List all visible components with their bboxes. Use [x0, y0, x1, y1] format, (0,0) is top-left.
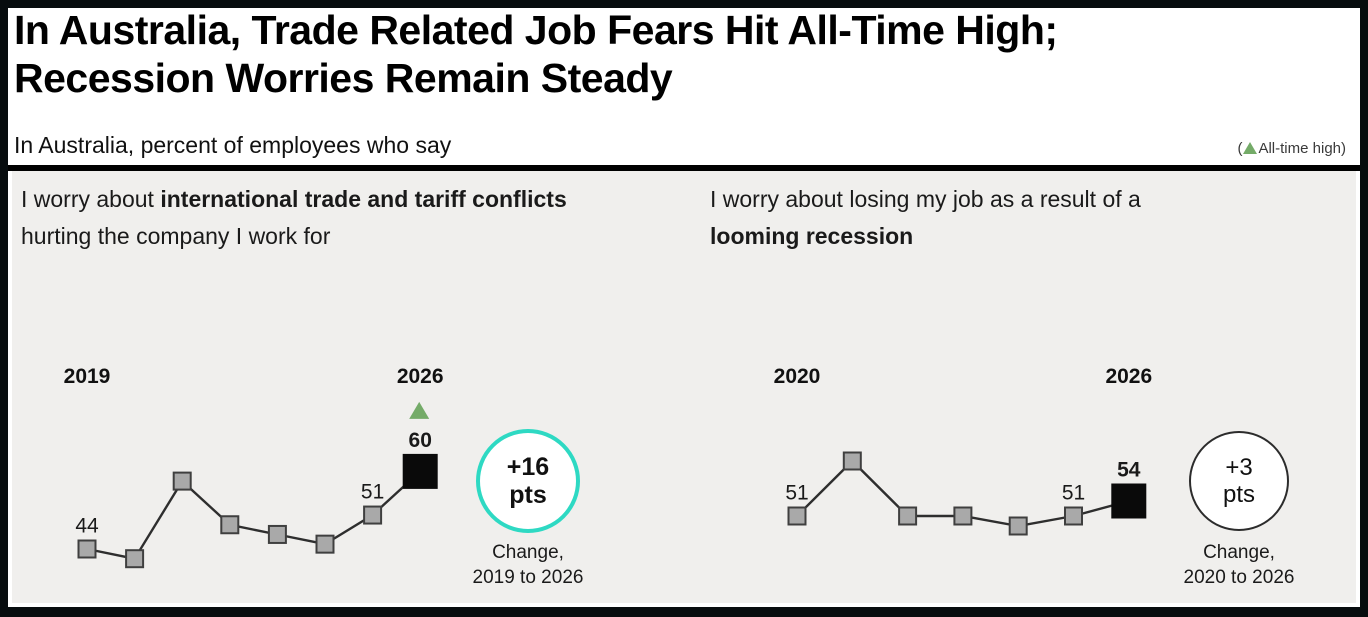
- change-caption-trade: Change, 2019 to 2026: [438, 540, 618, 590]
- caption-line-2: 2020 to 2026: [1183, 567, 1295, 588]
- end-point-square: [402, 453, 438, 489]
- change-unit: pts: [1222, 481, 1255, 508]
- all-time-high-legend: ( All-time high): [1237, 140, 1346, 157]
- data-point-square: [220, 515, 240, 535]
- data-point-square: [1064, 506, 1083, 526]
- change-caption-recession: Change, 2020 to 2026: [1149, 540, 1329, 590]
- point-value-label: 54: [1117, 459, 1141, 482]
- data-point-square: [363, 505, 383, 525]
- point-value-label: 51: [1062, 482, 1085, 505]
- data-point-square: [842, 451, 862, 471]
- data-point-square: [77, 539, 97, 559]
- change-value: +16: [506, 453, 550, 481]
- title-line-1: In Australia, Trade Related Job Fears Hi…: [14, 7, 1058, 53]
- subtitle: In Australia, percent of employees who s…: [14, 132, 452, 158]
- data-point-square: [125, 549, 145, 569]
- change-badge-recession: +3 pts: [1189, 431, 1289, 531]
- point-value-label: 60: [409, 429, 432, 452]
- question-line-1: I worry about losing my job as a result …: [710, 181, 1330, 218]
- end-year-label: 2026: [397, 365, 444, 388]
- point-value-label: 44: [75, 515, 99, 538]
- data-point-square: [1008, 516, 1028, 536]
- question-line-1: I worry about international trade and ta…: [21, 181, 681, 218]
- question-text-bold: international trade and tariff conflicts: [160, 186, 567, 212]
- title-line-2: Recession Worries Remain Steady: [14, 55, 673, 101]
- data-point-square: [267, 524, 287, 544]
- question-line-2: hurting the company I work for: [21, 218, 681, 255]
- question-line-2: looming recession: [710, 218, 1330, 255]
- data-point-square: [898, 506, 918, 526]
- data-point-square: [787, 506, 807, 526]
- question-trade-conflicts: I worry about international trade and ta…: [21, 181, 681, 255]
- page-title: In Australia, Trade Related Job Fears Hi…: [14, 6, 1058, 102]
- change-value: +3: [1225, 454, 1253, 481]
- all-time-high-triangle-icon: [409, 401, 430, 419]
- data-point-square: [315, 534, 335, 554]
- question-text-regular: I worry about losing my job as a result …: [710, 186, 1141, 212]
- change-unit: pts: [509, 481, 547, 509]
- end-point-square: [1111, 483, 1147, 519]
- question-looming-recession: I worry about losing my job as a result …: [710, 181, 1330, 255]
- caption-line-1: Change,: [1203, 542, 1275, 563]
- data-point-square: [953, 506, 973, 526]
- point-value-label: 51: [785, 482, 808, 505]
- question-text-bold: looming recession: [710, 223, 914, 249]
- change-badge-trade: +16 pts: [476, 429, 580, 533]
- legend-open-paren: (: [1237, 140, 1243, 157]
- question-text-regular: I worry about: [21, 186, 161, 212]
- start-year-label: 2020: [774, 365, 821, 388]
- triangle-up-icon: [1243, 142, 1258, 154]
- end-year-label: 2026: [1105, 365, 1152, 388]
- header-divider: [8, 165, 1360, 171]
- caption-line-1: Change,: [492, 542, 564, 563]
- caption-line-2: 2019 to 2026: [472, 567, 584, 588]
- legend-label: All-time high): [1258, 140, 1346, 157]
- point-value-label: 51: [361, 481, 384, 504]
- data-point-square: [172, 471, 192, 491]
- question-text-regular: hurting the company I work for: [21, 223, 331, 249]
- start-year-label: 2019: [64, 365, 111, 388]
